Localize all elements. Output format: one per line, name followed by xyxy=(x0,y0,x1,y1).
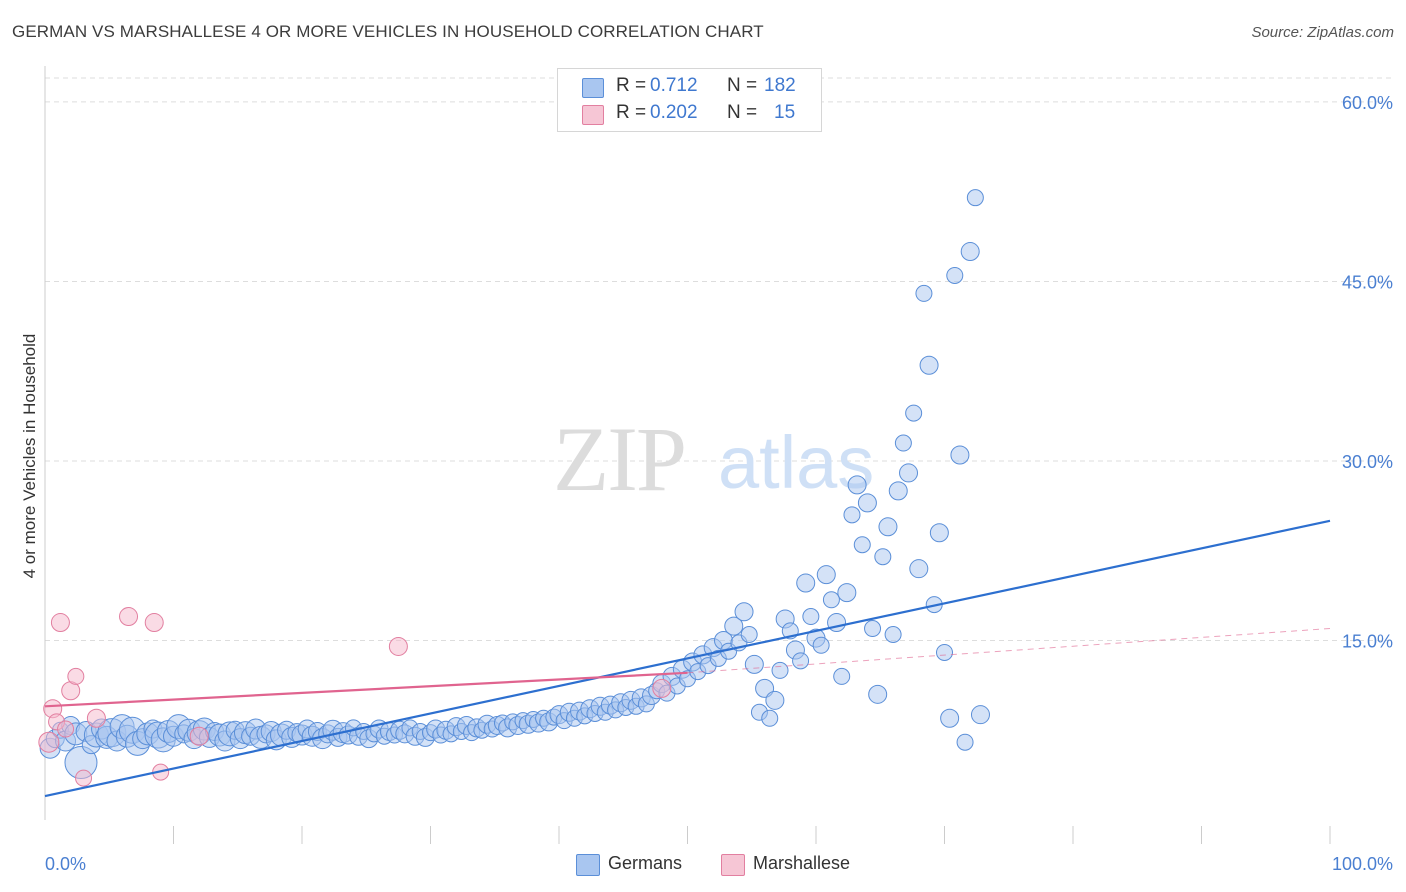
trend-lines xyxy=(44,519,1331,798)
german-point xyxy=(853,536,871,554)
marshallese-point xyxy=(189,726,209,746)
german-point xyxy=(816,565,836,585)
marshallese-swatch xyxy=(582,105,604,125)
german-point xyxy=(888,481,908,501)
y-tick-label: 60.0% xyxy=(1342,93,1393,113)
marshallese-point xyxy=(652,678,672,698)
german-point xyxy=(966,189,984,207)
german-point xyxy=(915,284,933,302)
marshallese-swatch xyxy=(721,854,745,876)
german-point xyxy=(843,506,861,524)
german-point xyxy=(744,654,764,674)
german-point xyxy=(884,626,902,643)
legend-n-value: 15 xyxy=(774,102,796,123)
german-point xyxy=(905,404,923,422)
legend-n-label: N = xyxy=(727,75,758,96)
correlation-legend: R = 0.712 N = 182 R = 0.202 N = 15 xyxy=(557,68,822,132)
german-point xyxy=(960,242,980,262)
german-point xyxy=(796,573,816,593)
y-tick-label: 30.0% xyxy=(1342,452,1393,472)
marshallese-point xyxy=(67,667,85,685)
marshallese-point xyxy=(144,613,164,633)
marshallese-point xyxy=(119,607,139,627)
y-tick-label: 15.0% xyxy=(1342,631,1393,651)
german-point xyxy=(899,463,919,483)
source-label: Source: ZipAtlas.com xyxy=(1251,24,1394,41)
chart-title: GERMAN VS MARSHALLESE 4 OR MORE VEHICLES… xyxy=(12,22,764,41)
watermark-atlas: atlas xyxy=(718,421,874,504)
marshallese-point xyxy=(75,769,93,787)
marshallese-trend-extension xyxy=(687,628,1331,674)
german-point xyxy=(761,709,779,727)
german-point xyxy=(822,591,840,609)
german-point xyxy=(929,523,949,543)
marshallese-point xyxy=(388,636,408,656)
german-point xyxy=(874,548,892,566)
german-point xyxy=(724,616,744,636)
watermark: ZIP atlas xyxy=(553,408,874,510)
x-tick-label: 100.0% xyxy=(1332,854,1393,874)
german-point xyxy=(868,684,888,704)
marshallese-points xyxy=(38,607,672,787)
marshallese-point xyxy=(57,720,75,738)
german-point xyxy=(864,620,882,638)
marshallese-trend-line xyxy=(44,671,688,708)
legend-r-label: R = xyxy=(616,102,647,123)
german-point xyxy=(894,434,912,452)
german-point xyxy=(833,667,851,685)
german-point xyxy=(936,643,953,661)
german-trend-line xyxy=(44,519,1331,798)
marshallese-point xyxy=(38,731,60,753)
y-tick-label: 45.0% xyxy=(1342,272,1393,292)
german-point xyxy=(740,626,758,643)
german-point xyxy=(812,636,830,654)
german-point xyxy=(771,661,789,679)
watermark-zip: ZIP xyxy=(553,408,685,510)
legend-r-label: R = xyxy=(616,75,647,96)
german-point xyxy=(909,559,929,579)
german-point xyxy=(837,583,857,603)
legend-n-value: 182 xyxy=(764,75,796,96)
german-point xyxy=(940,708,960,728)
german-point xyxy=(765,690,785,710)
german-point xyxy=(792,652,810,670)
legend-r-value: 0.712 xyxy=(650,75,698,96)
grid-lines xyxy=(45,77,1392,641)
legend-r-value: 0.202 xyxy=(650,102,698,123)
legend-n-label: N = xyxy=(727,102,758,123)
marshallese-point xyxy=(86,708,106,728)
axes xyxy=(44,66,1331,844)
german-point xyxy=(919,355,939,375)
x-tick-label: 0.0% xyxy=(45,854,86,874)
german-point xyxy=(847,475,867,495)
german-point xyxy=(802,608,820,626)
legend-label-germans: Germans xyxy=(608,853,683,873)
marshallese-point xyxy=(50,613,70,633)
german-points xyxy=(39,189,990,780)
german-point xyxy=(956,733,974,751)
german-point xyxy=(734,602,754,622)
legend-label-marshallese: Marshallese xyxy=(753,853,851,873)
german-point xyxy=(950,445,970,465)
german-point xyxy=(857,493,877,513)
german-swatch xyxy=(576,854,600,876)
tick-labels: 15.0% 30.0% 45.0% 60.0% 0.0% 100.0% xyxy=(45,93,1393,874)
german-point xyxy=(946,266,964,284)
german-point xyxy=(970,705,990,725)
german-swatch xyxy=(582,78,604,98)
german-point xyxy=(878,517,898,537)
